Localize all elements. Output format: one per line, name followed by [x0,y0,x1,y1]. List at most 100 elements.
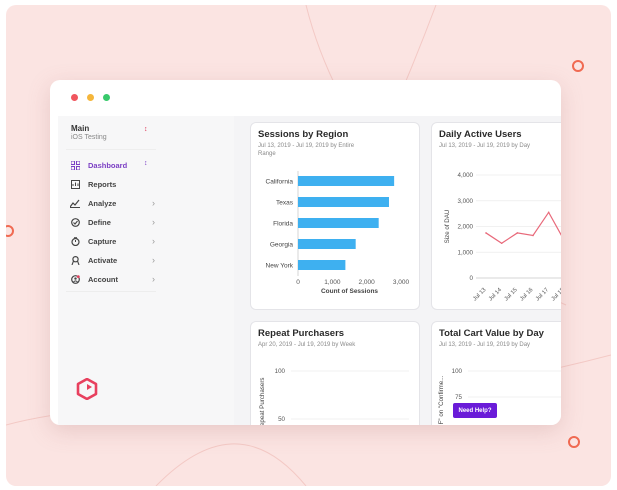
capture-icon [70,236,80,246]
decorative-ring-icon [572,60,584,72]
data-point [485,232,487,234]
tick-label-y: New York [266,263,294,270]
y-axis-label: Repeat Purchasers [259,378,266,425]
sidebar: Main iOS Testing ↕ Dashboard ↕ Reports A… [58,116,234,425]
sidebar-item-label: Define [88,217,111,227]
sidebar-divider [66,149,156,150]
minimize-window-button[interactable] [87,94,94,101]
data-point [532,234,534,237]
tick-label-x: 0 [296,279,300,286]
updown-chevron-icon[interactable]: ↕ [144,160,148,167]
brand-logo-icon [76,377,98,401]
dashboard-grid-icon [70,160,80,170]
workspace-subtitle: iOS Testing [71,134,107,141]
reports-icon [70,179,80,189]
data-point [547,211,550,214]
card-title: Sessions by Region [258,129,349,140]
app-window: Main iOS Testing ↕ Dashboard ↕ Reports A… [50,80,561,425]
decorative-ring-icon [568,436,580,448]
tick-label-x: 3,000 [393,279,410,286]
chevron-right-icon: › [152,274,155,284]
card-title: Total Cart Value by Day [439,328,544,339]
maximize-window-button[interactable] [103,94,110,101]
card-subtitle: Jul 13, 2019 - Jul 19, 2019 by Day [439,143,531,149]
sidebar-item-activate[interactable]: Activate [70,253,160,267]
data-point [500,242,503,245]
tick-label-y: Georgia [270,242,294,249]
sidebar-item-dashboard[interactable]: Dashboard [70,158,160,172]
tick-label-y: 1,000 [458,249,474,256]
y-axis-label: F" on "Confirme... [438,375,445,424]
tick-label-y: 100 [452,368,463,375]
tick-label-x: Jul 13 [472,287,487,302]
card-subtitle-line: Range [258,151,276,157]
sidebar-item-label: Capture [88,236,117,246]
dashboard-area: Sessions by Region Jul 13, 2019 - Jul 19… [234,116,561,425]
chevron-right-icon: › [152,236,155,246]
workspace-name: Main [71,124,90,133]
activate-icon [70,255,80,265]
card-repeat-purchasers[interactable]: Repeat Purchasers Apr 20, 2019 - Jul 19,… [250,321,420,425]
chevron-right-icon: › [152,198,155,208]
sidebar-item-label: Analyze [88,198,117,208]
card-subtitle-line: Jul 13, 2019 - Jul 19, 2019 by Entire [258,143,355,149]
tick-label-x: Jul 15 [504,287,519,302]
tick-label-y: Florida [273,221,293,228]
sidebar-item-label: Reports [88,179,117,189]
series-line [485,211,561,244]
updown-chevron-icon: ↕ [144,126,148,133]
data-point [516,232,519,234]
sidebar-item-label: Dashboard [88,160,128,170]
tick-label-y: Texas [276,200,294,207]
sidebar-item-label: Account [88,274,118,284]
card-subtitle: Jul 13, 2019 - Jul 19, 2019 by Day [439,342,531,348]
cart-value-chart: 100 75 F" on "Confirme... [438,368,561,424]
workspace-switcher[interactable]: Main iOS Testing ↕ [58,116,158,148]
card-sessions-by-region[interactable]: Sessions by Region Jul 13, 2019 - Jul 19… [250,122,420,310]
window-titlebar [50,80,561,116]
tick-label-y: 0 [470,275,474,282]
tick-label-y: 75 [455,394,462,401]
sidebar-item-reports[interactable]: Reports [70,177,160,191]
card-title: Daily Active Users [439,129,522,140]
analyze-icon [70,198,80,208]
need-help-button[interactable]: Need Help? [453,403,497,418]
bar-new-york [298,260,346,270]
tick-label-y: 4,000 [458,172,474,179]
sidebar-item-analyze[interactable]: Analyze [70,196,160,210]
sidebar-item-label: Activate [88,255,118,265]
card-subtitle: Jul 13, 2019 - Jul 19, 2019 by Entire Ra… [258,142,354,158]
x-axis-label: Count of Sessions [321,288,378,295]
tick-label-y: 2,000 [458,224,474,231]
tick-label-y: California [266,179,294,186]
bar-california [298,176,395,186]
y-axis-label: Size of DAU [444,210,451,244]
tick-label-x: Jul 18 [551,287,561,302]
sidebar-item-define[interactable]: Define [70,215,160,229]
tick-label-x: Jul 17 [535,287,550,302]
tick-label-x: Jul 14 [488,287,504,303]
tick-label-y: 50 [278,416,285,423]
sidebar-divider [66,291,156,292]
tick-label-x: Jul 16 [519,287,534,302]
card-subtitle: Apr 20, 2019 - Jul 19, 2019 by Week [258,342,356,348]
sessions-bar-chart: California Texas Florida Georgia New York 0 1,… [266,171,410,295]
tick-label-x: 1,000 [324,279,341,286]
decorative-ring-icon [6,225,14,237]
bar-texas [298,197,389,207]
tick-label-x: 2,000 [359,279,376,286]
sidebar-item-account[interactable]: Account [70,272,160,286]
account-icon [70,274,80,284]
repeat-purchasers-chart: 100 50 Repeat Purchasers [259,368,409,425]
tick-label-y: 100 [275,368,286,375]
close-window-button[interactable] [71,94,78,101]
card-title: Repeat Purchasers [258,328,345,339]
chevron-right-icon: › [152,217,155,227]
define-icon [70,217,80,227]
chevron-right-icon: › [152,255,155,265]
tick-label-y: 3,000 [458,198,474,205]
bar-georgia [298,239,356,249]
sidebar-item-capture[interactable]: Capture [70,234,160,248]
card-daily-active-users[interactable]: Daily Active Users Jul 13, 2019 - Jul 19… [431,122,561,310]
